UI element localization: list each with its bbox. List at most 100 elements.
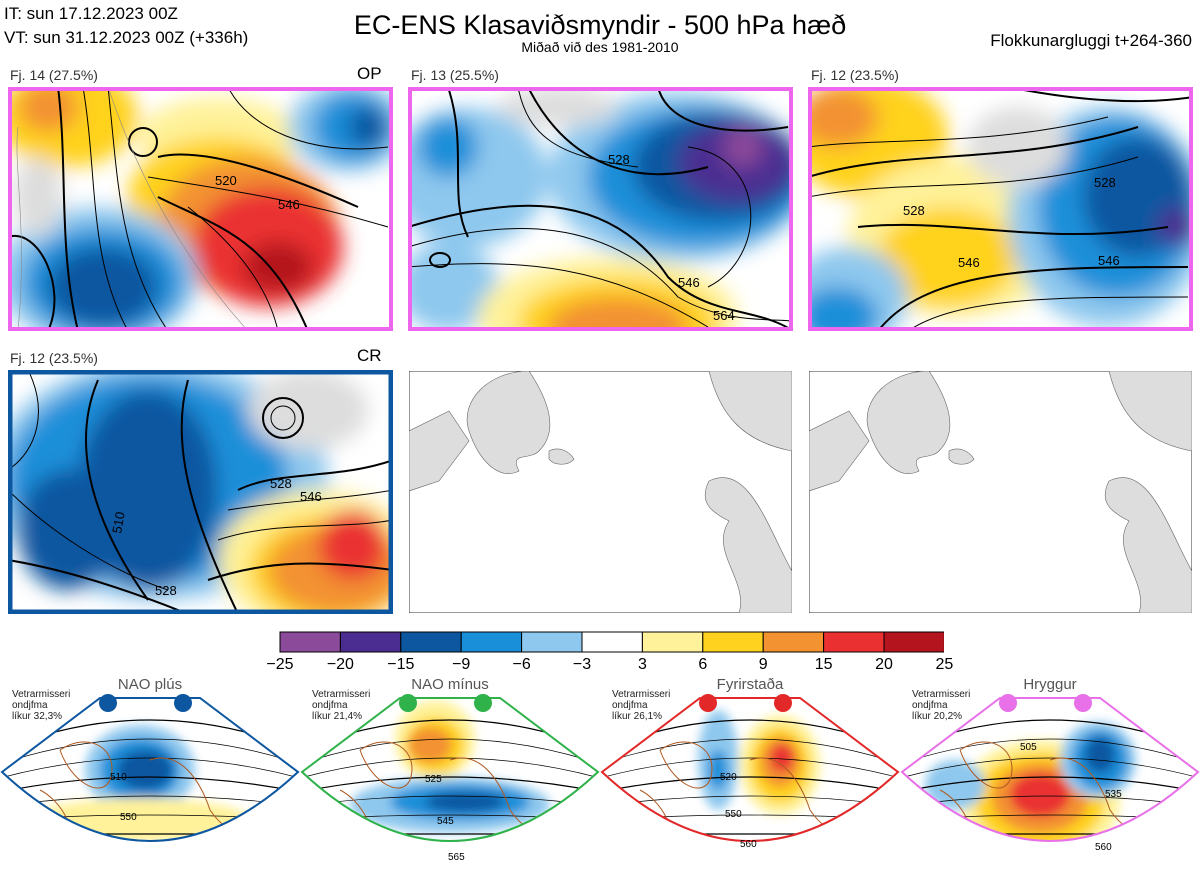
colorbar-segment [339,631,402,653]
height-contour [602,814,898,821]
contour-label: 510 [109,511,128,535]
regime-marker [174,694,192,712]
regime-contour-label: 520 [720,772,737,783]
colorbar-tick-label: −6 [512,656,531,673]
height-contour [900,862,1200,870]
contour-label: 546 [300,489,322,504]
colorbar-tick-label: −9 [452,656,471,673]
height-contour [902,776,1198,793]
empty-map-6 [809,371,1192,613]
anomaly-blob [1010,773,1070,817]
colorbar-tick-label: −25 [266,656,294,673]
classification-window: Flokkunargluggi t+264-360 [990,31,1192,50]
regime-statistic: ondjfma [612,700,648,711]
regime-border [0,697,300,842]
panel-4-label: Fj. 12 (23.5%) [10,350,98,366]
regime-map: 505 535 560 [900,694,1200,870]
regime-contour-label: 545 [437,816,454,827]
colorbar-tick-label: −20 [326,656,354,673]
height-contour [302,738,598,765]
regime-statistic: líkur 32,3% [12,711,63,722]
regime-statistic: líkur 26,1% [612,711,663,722]
height-contour [2,776,298,793]
colorbar-segment [702,631,764,653]
colorbar-tick-label: 3 [637,656,647,673]
anomaly-blob [117,750,173,790]
panel-1-border [8,87,393,331]
cluster-map-3: 528 546 528 546 [808,87,1193,331]
regime-contour-label: 505 [1020,742,1037,753]
regime-statistic: Vetrarmisseri [12,689,71,700]
panel-1-tag: OP [357,64,382,83]
regime-statistic: líkur 20,2% [912,711,963,722]
height-contour [302,776,598,793]
colorbar-segment [762,631,825,653]
height-contour [2,757,298,779]
contour-label: 546 [958,255,980,270]
height-contour [0,848,300,853]
colorbar-tick-label: −3 [572,656,592,673]
colorbar-segment [883,631,944,653]
contour-label: 528 [608,152,630,167]
contour-label: 528 [155,583,177,598]
regime-statistic: ondjfma [912,700,948,711]
colorbar-segment [521,631,583,653]
regime-statistic: Vetrarmisseri [912,689,971,700]
regime-map: 520 550 560 [600,694,900,870]
regime-border [600,697,900,842]
height-contour [902,738,1198,765]
regime-title: Hryggur [1023,676,1077,693]
height-contour [602,738,898,765]
panel-3-label: Fj. 12 (23.5%) [811,67,899,83]
colorbar-segment [823,631,885,653]
regime-title: Fyrirstaða [716,676,784,693]
regime-statistic: ondjfma [12,700,48,711]
regime-contour-label: 565 [448,852,465,863]
regime-statistic: líkur 21,4% [312,711,363,722]
colorbar-tick-label: 9 [758,656,768,673]
panel-1-label: Fj. 14 (27.5%) [10,67,98,83]
regime-map: 525 545 565 [300,694,600,870]
colorbar-tick-label: 15 [814,656,833,673]
regime-title: NAO plús [117,676,183,693]
regime-contour-label: 560 [1095,842,1112,853]
colorbar-segment [581,631,643,653]
panel-4-tag: CR [357,346,382,365]
contour-label: 546 [1098,253,1120,268]
colorbar-segment [400,631,462,653]
contour-label: 546 [278,197,300,212]
cluster-map-4: 510 528 528 546 [8,370,393,614]
colorbar-tick-label: −15 [387,656,415,673]
page-subtitle: Miðað við des 1981-2010 [521,39,679,55]
contour-label: 528 [270,476,292,491]
regime-marker [1074,694,1092,712]
regime-statistic: Vetrarmisseri [312,689,371,700]
height-contour [302,757,598,779]
contour-label: 546 [678,275,700,290]
valid-time: VT: sun 31.12.2023 00Z (+336h) [4,28,249,47]
regime-title: NAO mínus [411,676,489,693]
panel-2-border [408,87,793,331]
anomaly-blob [770,744,794,772]
height-contour [900,848,1200,853]
colorbar-tick-label: 25 [935,656,954,673]
panel-2-label: Fj. 13 (25.5%) [411,67,499,83]
height-contour [2,738,298,765]
regime-statistic: Vetrarmisseri [612,689,671,700]
colorbar-tick-label: 20 [875,656,893,673]
height-contour [902,757,1198,779]
regime-map: 510 550 [0,694,300,870]
regime-border [300,697,600,842]
anomaly-blob [708,750,728,790]
cluster-map-1: 520 546 [8,87,393,331]
height-contour [600,862,900,870]
regime-marker [774,694,792,712]
regime-marker [699,694,717,712]
empty-map-5 [409,371,792,613]
regime-contour-label: 550 [120,812,137,823]
page-title: EC-ENS Klasaviðsmyndir - 500 hPa hæð [353,10,847,40]
height-contour [0,862,300,870]
height-contour [300,862,600,870]
anomaly-blob [925,760,985,810]
colorbar-segment [460,631,523,653]
